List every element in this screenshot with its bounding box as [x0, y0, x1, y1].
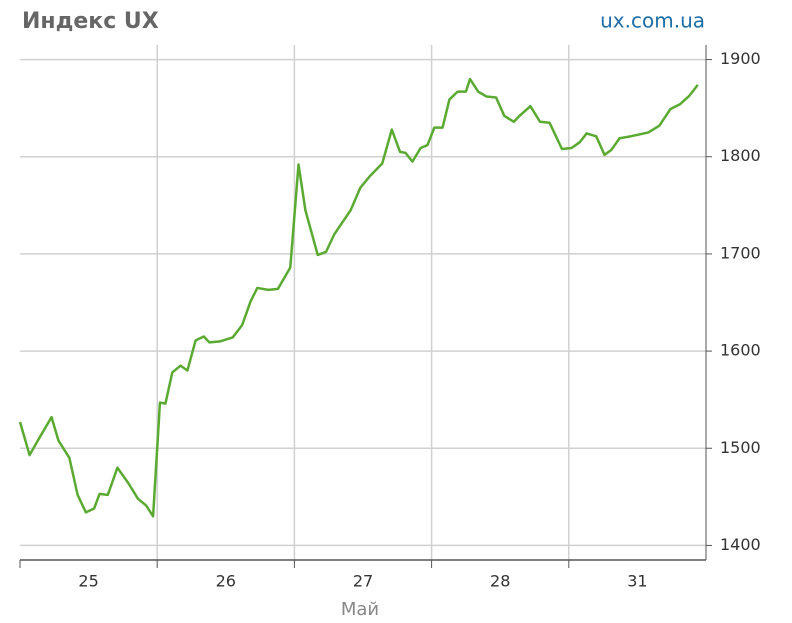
source: ux.com.ua [600, 9, 705, 33]
chart-title: Индекс UX [22, 9, 159, 34]
x-tick-label: 31 [627, 572, 647, 591]
y-tick-label: 1400 [720, 535, 761, 554]
x-axis-label: Май [341, 599, 379, 620]
x-tick-label: 26 [216, 572, 236, 591]
x-tick-label: 25 [78, 572, 98, 591]
y-tick-label: 1900 [720, 49, 761, 68]
y-tick-label: 1500 [720, 438, 761, 457]
x-tick-label: 28 [490, 572, 510, 591]
line [18, 77, 699, 518]
y-tick-label: 1700 [720, 243, 761, 262]
y-tick-label: 1800 [720, 146, 761, 165]
x-tick-label: 27 [353, 572, 373, 591]
y-tick-label: 1600 [720, 341, 761, 360]
